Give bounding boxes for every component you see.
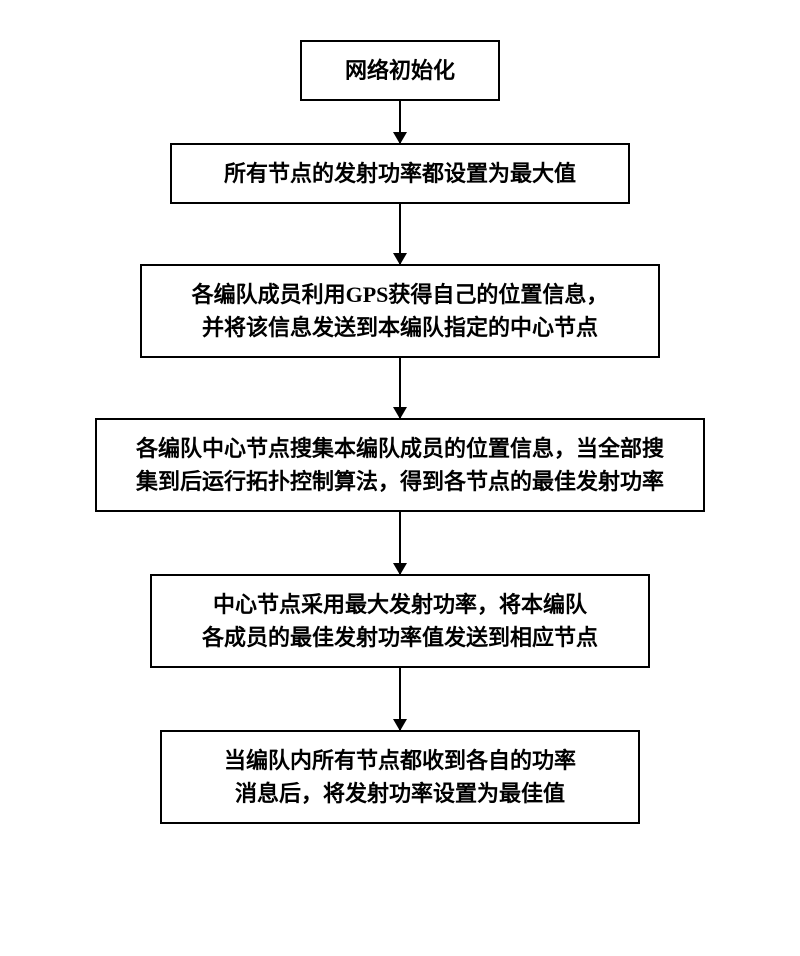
node-text-line: 各成员的最佳发射功率值发送到相应节点 [172, 621, 628, 654]
flowchart-node-n5: 中心节点采用最大发射功率，将本编队各成员的最佳发射功率值发送到相应节点 [150, 574, 650, 668]
node-text-line: 所有节点的发射功率都设置为最大值 [192, 157, 608, 190]
node-text-line: 当编队内所有节点都收到各自的功率 [182, 744, 618, 777]
flowchart-arrow [399, 358, 401, 418]
flowchart-arrow [399, 668, 401, 730]
flowchart-container: 网络初始化所有节点的发射功率都设置为最大值各编队成员利用GPS获得自己的位置信息… [95, 40, 705, 824]
flowchart-node-n3: 各编队成员利用GPS获得自己的位置信息，并将该信息发送到本编队指定的中心节点 [140, 264, 660, 358]
node-text-line: 中心节点采用最大发射功率，将本编队 [172, 588, 628, 621]
node-text-line: 消息后，将发射功率设置为最佳值 [182, 777, 618, 810]
flowchart-node-n2: 所有节点的发射功率都设置为最大值 [170, 143, 630, 204]
flowchart-arrow [399, 512, 401, 574]
node-text-line: 各编队成员利用GPS获得自己的位置信息， [162, 278, 638, 311]
flowchart-arrow [399, 101, 401, 143]
flowchart-node-n6: 当编队内所有节点都收到各自的功率消息后，将发射功率设置为最佳值 [160, 730, 640, 824]
node-text-line: 集到后运行拓扑控制算法，得到各节点的最佳发射功率 [117, 465, 683, 498]
node-text-line: 网络初始化 [322, 54, 478, 87]
flowchart-node-n1: 网络初始化 [300, 40, 500, 101]
flowchart-node-n4: 各编队中心节点搜集本编队成员的位置信息，当全部搜集到后运行拓扑控制算法，得到各节… [95, 418, 705, 512]
node-text-line: 各编队中心节点搜集本编队成员的位置信息，当全部搜 [117, 432, 683, 465]
node-text-line: 并将该信息发送到本编队指定的中心节点 [162, 311, 638, 344]
flowchart-arrow [399, 204, 401, 264]
